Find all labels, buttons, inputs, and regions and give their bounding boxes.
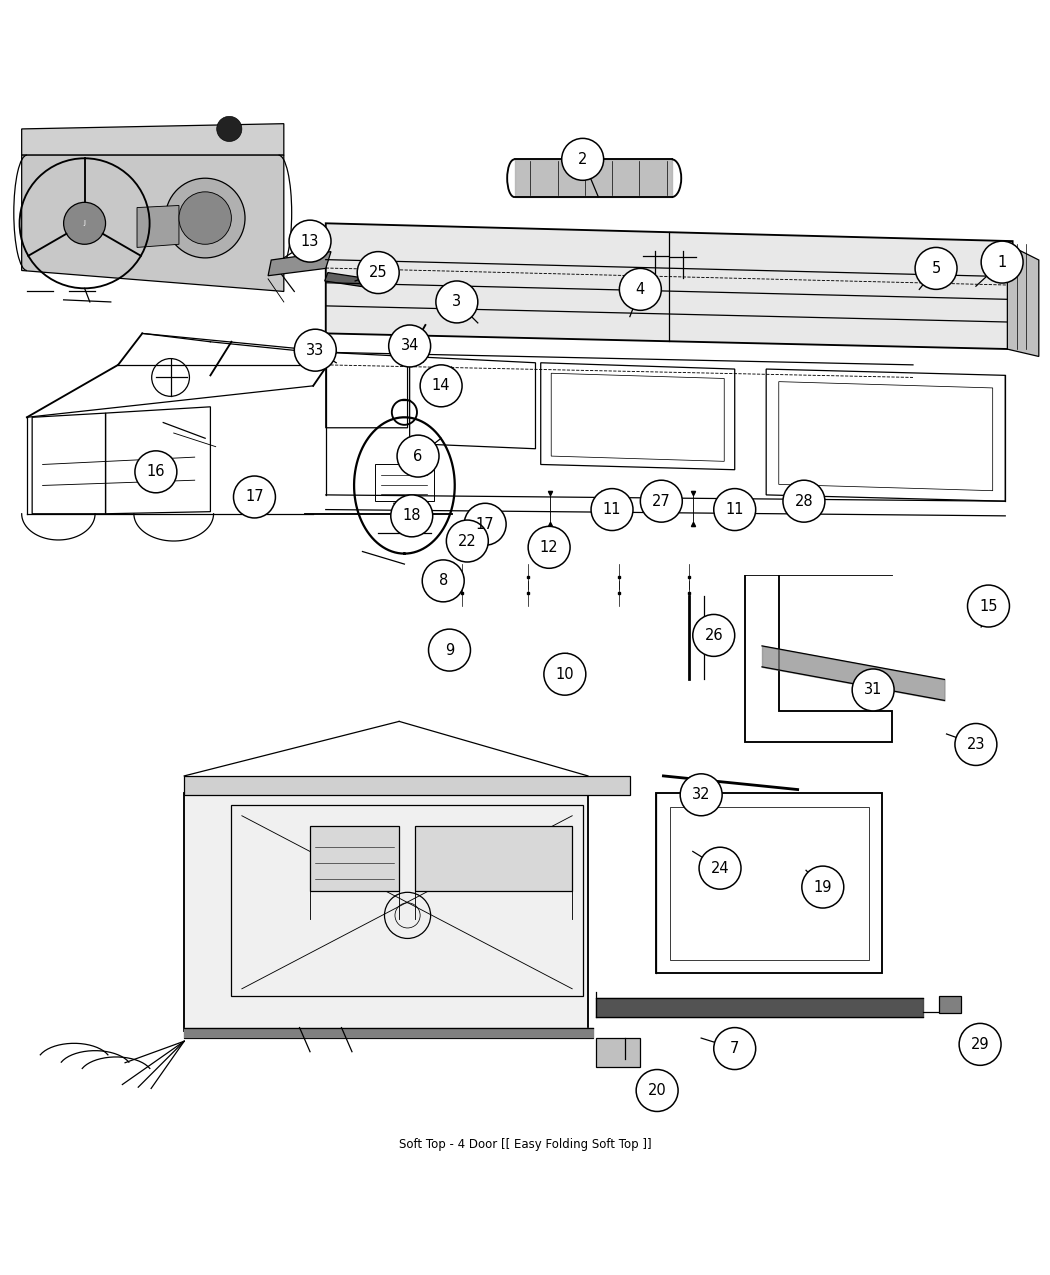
Circle shape [357,251,399,293]
Circle shape [916,247,957,289]
Text: 3: 3 [453,295,461,310]
Text: 4: 4 [635,282,645,297]
Text: 2: 2 [578,152,587,167]
Text: 19: 19 [814,880,832,895]
Circle shape [959,1024,1001,1066]
Text: 32: 32 [692,787,711,802]
Circle shape [981,241,1023,283]
Text: 27: 27 [652,493,671,509]
Polygon shape [22,156,284,292]
Circle shape [640,481,682,523]
Text: 12: 12 [540,539,559,555]
Circle shape [636,1070,678,1112]
Polygon shape [136,205,178,247]
Circle shape [391,495,433,537]
Text: 17: 17 [476,516,495,532]
Circle shape [464,504,506,546]
Text: 26: 26 [705,627,723,643]
Circle shape [422,560,464,602]
Circle shape [436,280,478,323]
Text: 13: 13 [301,233,319,249]
Text: 34: 34 [400,338,419,353]
Text: 18: 18 [402,509,421,523]
Text: 5: 5 [931,261,941,275]
Circle shape [165,179,245,258]
Polygon shape [939,996,961,1012]
Polygon shape [184,776,630,794]
Circle shape [289,221,331,263]
Circle shape [591,488,633,530]
Text: 14: 14 [432,379,450,393]
Circle shape [802,866,844,908]
Circle shape [216,116,242,142]
Polygon shape [415,826,572,891]
Circle shape [714,488,756,530]
Text: 17: 17 [245,490,264,505]
Circle shape [699,847,741,889]
Polygon shape [268,251,331,275]
Circle shape [178,191,231,245]
Text: 11: 11 [603,502,622,518]
Polygon shape [22,124,284,156]
Circle shape [954,723,996,765]
Polygon shape [1007,245,1038,357]
Circle shape [528,527,570,569]
Polygon shape [324,273,383,289]
Text: 31: 31 [864,682,882,697]
Text: 1: 1 [998,255,1007,269]
Circle shape [420,365,462,407]
Text: 24: 24 [711,861,730,876]
Circle shape [428,629,470,671]
Text: 28: 28 [795,493,814,509]
Circle shape [783,481,825,523]
Circle shape [64,203,106,245]
Text: 6: 6 [414,449,423,464]
Text: Soft Top - 4 Door [[ Easy Folding Soft Top ]]: Soft Top - 4 Door [[ Easy Folding Soft T… [399,1139,651,1151]
Text: 33: 33 [307,343,324,358]
Text: 23: 23 [967,737,985,752]
Circle shape [388,325,430,367]
Text: 15: 15 [980,598,998,613]
Polygon shape [326,223,1012,349]
Text: 16: 16 [147,464,165,479]
Text: 22: 22 [458,533,477,548]
Text: 9: 9 [445,643,454,658]
Text: 10: 10 [555,667,574,682]
Text: 25: 25 [369,265,387,280]
Circle shape [680,774,722,816]
Circle shape [967,585,1009,627]
Text: 8: 8 [439,574,448,588]
Circle shape [397,435,439,477]
Circle shape [294,329,336,371]
Circle shape [233,476,275,518]
Circle shape [620,269,662,310]
Text: 11: 11 [726,502,744,518]
Text: 29: 29 [971,1037,989,1052]
Text: J: J [84,221,86,226]
Polygon shape [310,826,399,891]
Polygon shape [184,793,588,1030]
Circle shape [693,615,735,657]
Circle shape [446,520,488,562]
Circle shape [714,1028,756,1070]
Circle shape [853,669,895,711]
Text: 7: 7 [730,1042,739,1056]
Polygon shape [596,1038,640,1067]
Text: 20: 20 [648,1082,667,1098]
Circle shape [544,653,586,695]
Circle shape [562,139,604,180]
Circle shape [134,451,176,493]
